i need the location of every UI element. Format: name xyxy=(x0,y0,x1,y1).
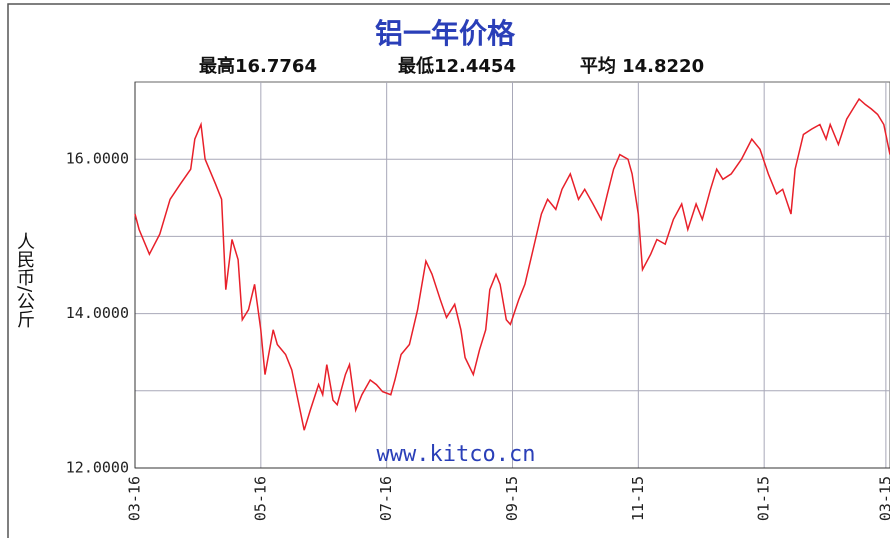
x-tick-label: 03-15 xyxy=(876,476,890,521)
y-axis-label: 人民币/公斤 xyxy=(14,232,35,328)
price-line xyxy=(134,97,890,431)
stat: 最低12.4454 xyxy=(398,55,516,77)
x-tick-label: 01-15 xyxy=(755,476,773,521)
x-tick-label: 03-16 xyxy=(126,476,144,521)
stat: 最高16.7764 xyxy=(199,55,317,77)
x-tick-label: 11-15 xyxy=(629,476,647,521)
y-tick-label: 16.0000 xyxy=(66,150,129,168)
watermark: www.kitco.cn xyxy=(377,442,536,467)
chart-title: 铝一年价格 xyxy=(375,17,516,50)
stat: 平均 14.8220 xyxy=(580,55,704,77)
y-tick-label: 14.0000 xyxy=(66,304,129,322)
y-tick-label: 12.0000 xyxy=(66,459,129,477)
x-tick-label: 05-16 xyxy=(251,476,269,521)
x-tick-label: 09-15 xyxy=(503,476,521,521)
x-tick-label: 07-16 xyxy=(377,476,395,521)
